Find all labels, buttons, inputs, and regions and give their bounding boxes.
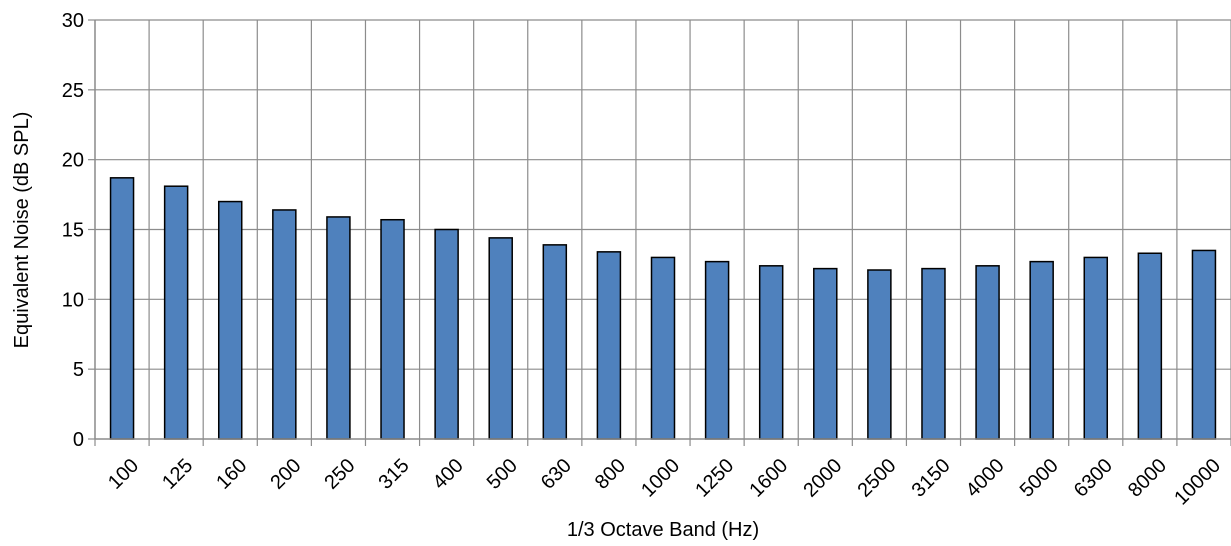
x-tick-label: 125 (158, 455, 197, 494)
x-tick-label: 1600 (745, 455, 792, 502)
x-tick-label: 4000 (962, 455, 1009, 502)
x-tick-labels: 100 125 160 200 250 315 400 500 630 800 1000 1250 16… (104, 455, 1225, 510)
bar (488, 237, 513, 440)
x-tick-label: 10000 (1170, 455, 1225, 510)
y-tick-labels: 0 5 10 15 20 25 30 (62, 10, 84, 451)
bar (380, 218, 405, 440)
x-tick-label: 3150 (908, 455, 955, 502)
x-tick-label: 250 (320, 455, 359, 494)
bar-series (109, 177, 1217, 440)
bar (326, 216, 351, 440)
bar (758, 265, 784, 440)
bar (163, 185, 189, 440)
x-tick-label: 200 (266, 455, 305, 494)
y-tick-label: 20 (62, 150, 84, 172)
x-tick-label: 1000 (637, 455, 684, 502)
bar (1191, 249, 1217, 440)
bar (921, 267, 946, 440)
x-tick-label: 160 (212, 455, 251, 494)
axes (88, 19, 1231, 446)
bar (1029, 260, 1054, 440)
x-tick-label: 2000 (799, 455, 846, 502)
x-tick-label: 630 (537, 455, 576, 494)
x-tick-label: 400 (429, 455, 468, 494)
x-tick-label: 5000 (1016, 455, 1063, 502)
bar (1083, 256, 1109, 440)
x-tick-label: 315 (375, 455, 414, 494)
bar (542, 244, 568, 440)
y-tick-label: 5 (73, 359, 84, 381)
x-tick-label: 6300 (1070, 455, 1117, 502)
y-tick-label: 15 (62, 220, 84, 242)
grid-lines (94, 19, 1231, 439)
bar (109, 177, 135, 440)
x-tick-label: 800 (591, 455, 630, 494)
x-tick-label: 100 (104, 455, 143, 494)
bar (1137, 252, 1163, 440)
bar (975, 265, 1000, 440)
bar (272, 209, 297, 440)
y-axis-title: Equivalent Noise (dB SPL) (11, 112, 33, 349)
y-tick-label: 30 (62, 10, 84, 32)
bar (596, 251, 622, 440)
x-tick-label: 8000 (1124, 455, 1171, 502)
x-tick-label: 500 (483, 455, 522, 494)
bar (867, 269, 892, 440)
x-tick-label: 2500 (854, 455, 901, 502)
x-tick-label: 1250 (691, 455, 738, 502)
bar (434, 228, 459, 440)
bar (704, 260, 730, 440)
bar (813, 267, 838, 440)
y-tick-label: 0 (73, 429, 84, 451)
bar (650, 256, 676, 440)
y-tick-label: 25 (62, 80, 84, 102)
y-tick-label: 10 (62, 289, 84, 311)
bar (217, 200, 243, 440)
x-axis-title: 1/3 Octave Band (Hz) (567, 519, 759, 541)
